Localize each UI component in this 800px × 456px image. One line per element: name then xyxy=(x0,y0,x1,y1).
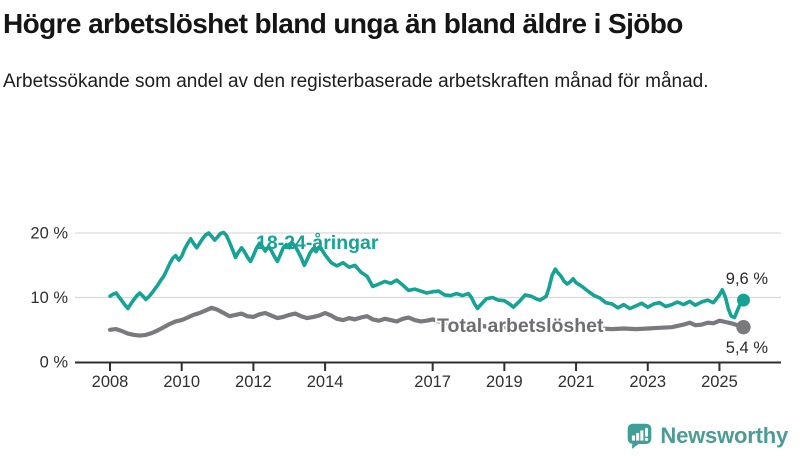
brand-name: Newsworthy xyxy=(660,422,788,448)
x-tick-label: 2019 xyxy=(486,373,523,391)
end-dot-youth xyxy=(736,293,750,307)
series-label-youth: 18-24-åringar xyxy=(256,231,379,254)
x-tick-label: 2008 xyxy=(92,373,129,391)
newsworthy-logo-icon xyxy=(628,423,652,449)
series-line-total xyxy=(107,305,746,338)
x-tick-label: 2017 xyxy=(414,373,451,391)
series-line-youth xyxy=(108,230,746,320)
y-tick-label: 10 % xyxy=(30,289,68,307)
series-label-total: Total arbetslöshet xyxy=(437,315,604,337)
page-title: Högre arbetslöshet bland unga än bland ä… xyxy=(3,8,683,39)
chart-subtitle: Arbetssökande som andel av den registerb… xyxy=(3,70,709,92)
end-value-label-youth: 9,6 % xyxy=(726,270,769,288)
x-tick-label: 2014 xyxy=(307,373,344,391)
brand-footer: Newsworthy xyxy=(626,422,788,449)
x-tick-label: 2021 xyxy=(558,373,595,391)
x-tick-label: 2010 xyxy=(163,373,200,391)
x-tick-label: 2025 xyxy=(701,373,738,391)
y-tick-label: 20 % xyxy=(30,225,68,243)
end-value-label-total: 5,4 % xyxy=(726,339,769,357)
x-tick-label: 2012 xyxy=(235,373,272,391)
newsworthy-chart-card: Högre arbetslöshet bland unga än bland ä… xyxy=(0,6,800,456)
end-dot-total xyxy=(736,319,751,335)
x-tick-label: 2023 xyxy=(629,373,666,391)
y-tick-label: 0 % xyxy=(40,354,69,372)
